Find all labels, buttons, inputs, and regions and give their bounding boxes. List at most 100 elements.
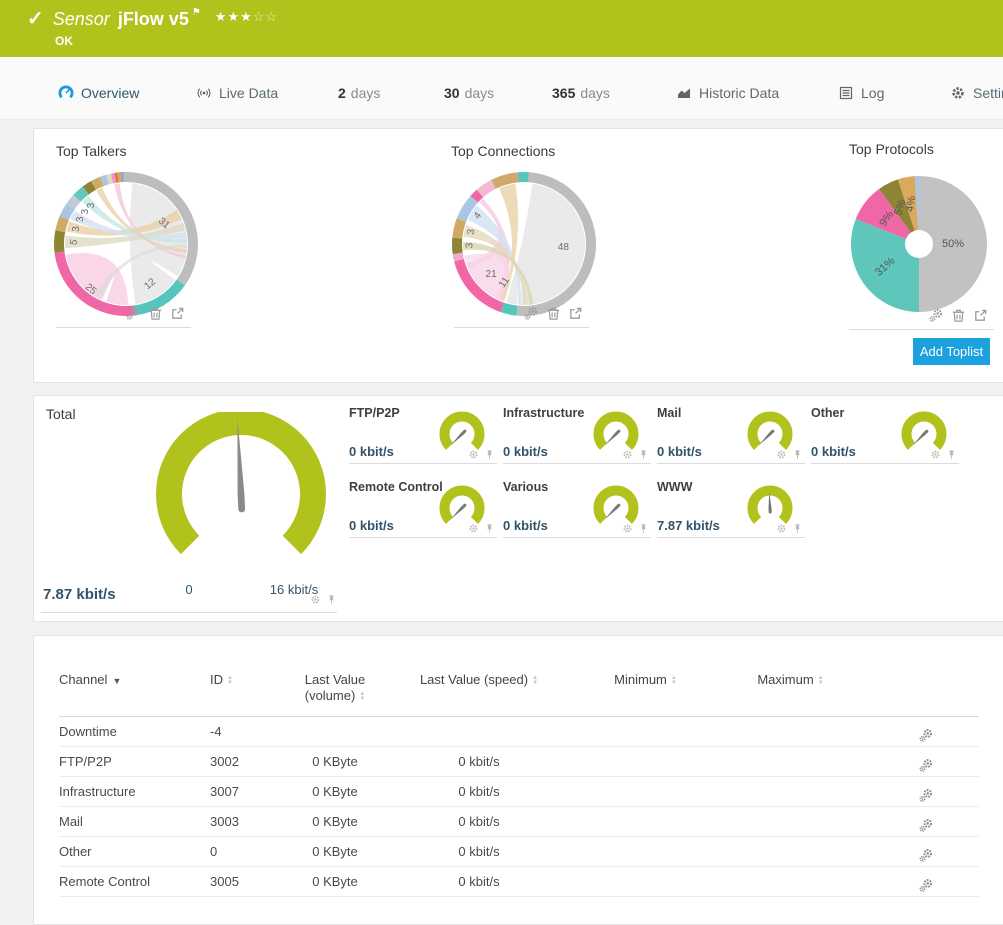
- gauges-card: Total 0 16 kbit/s 7.87 kbit/s FTP/P2P 0 …: [33, 395, 1003, 622]
- channel-settings-gear-icon[interactable]: [919, 788, 934, 803]
- gauge-cell-infrastructure: Infrastructure 0 kbit/s: [503, 406, 651, 464]
- pin-icon[interactable]: [792, 523, 803, 534]
- channels-card: Channel▼ ID▲▼ Last Value(volume)▲▼ Last …: [33, 635, 1003, 925]
- pin-icon[interactable]: [484, 523, 495, 534]
- col-header-maximum[interactable]: Maximum▲▼: [733, 666, 848, 717]
- cell-actions: [848, 837, 979, 867]
- pin-icon[interactable]: [484, 449, 495, 460]
- cell-minimum: [558, 867, 733, 897]
- cell-minimum: [558, 807, 733, 837]
- gear-icon[interactable]: [468, 523, 479, 534]
- cell-actions: [848, 777, 979, 807]
- col-header-minimum[interactable]: Minimum▲▼: [558, 666, 733, 717]
- settings-gear-icon[interactable]: [524, 306, 539, 321]
- col-label-line2: (volume)▲▼: [270, 688, 400, 704]
- top-protocols-pie-chart[interactable]: 50%31%9%5%4%: [844, 169, 994, 319]
- tab-number: 365: [552, 85, 575, 101]
- gear-icon[interactable]: [468, 449, 479, 460]
- gear-icon[interactable]: [930, 449, 941, 460]
- channel-settings-gear-icon[interactable]: [919, 758, 934, 773]
- col-header-last-value-speed[interactable]: Last Value (speed)▲▼: [400, 666, 558, 717]
- svg-text:3: 3: [465, 242, 476, 248]
- cell-speed: 0 kbit/s: [400, 777, 558, 807]
- pin-icon[interactable]: [946, 449, 957, 460]
- gear-icon[interactable]: [776, 523, 787, 534]
- gear-icon[interactable]: [622, 523, 633, 534]
- tab-label: Overview: [81, 85, 139, 101]
- tab-settings[interactable]: Settings: [950, 85, 1003, 101]
- tab-number: 30: [444, 85, 460, 101]
- settings-gear-icon[interactable]: [126, 306, 141, 321]
- tab-365-days[interactable]: 365 days: [552, 85, 610, 101]
- settings-gear-icon[interactable]: [929, 308, 944, 323]
- trash-icon[interactable]: [546, 306, 561, 321]
- col-header-last-value-volume[interactable]: Last Value(volume)▲▼: [270, 666, 400, 717]
- pin-icon[interactable]: [638, 523, 649, 534]
- channel-settings-gear-icon[interactable]: [919, 878, 934, 893]
- gauge-icon: [58, 85, 74, 101]
- table-row: Downtime -4: [59, 717, 979, 747]
- tab-log[interactable]: Log: [838, 85, 884, 101]
- gear-icon[interactable]: [776, 449, 787, 460]
- tab-live-data[interactable]: Live Data: [196, 85, 278, 101]
- open-external-icon[interactable]: [568, 306, 583, 321]
- tab-2-days[interactable]: 2 days: [338, 85, 380, 101]
- gear-icon[interactable]: [622, 449, 633, 460]
- gauge-cell-other: Other 0 kbit/s: [811, 406, 959, 464]
- gauge-cell-ftp-p2p: FTP/P2P 0 kbit/s: [349, 406, 497, 464]
- total-gauge-value: 7.87 kbit/s: [43, 586, 116, 603]
- pin-icon[interactable]: [792, 449, 803, 460]
- cell-speed: 0 kbit/s: [400, 867, 558, 897]
- svg-text:48: 48: [558, 242, 570, 253]
- stars-filled[interactable]: ★★★: [215, 9, 253, 24]
- flag-icon[interactable]: ⚑: [192, 7, 201, 19]
- tab-label: Log: [861, 85, 884, 101]
- trash-icon[interactable]: [148, 306, 163, 321]
- gauge-value: 0 kbit/s: [349, 444, 394, 459]
- priority-stars[interactable]: ★★★☆☆: [215, 9, 278, 25]
- area-chart-icon: [676, 85, 692, 101]
- toplist-title: Top Connections: [451, 143, 555, 159]
- pin-icon[interactable]: [326, 594, 337, 605]
- gauge-title: FTP/P2P: [349, 406, 400, 420]
- sensor-kind-label: Sensor: [53, 7, 110, 31]
- add-toplist-button[interactable]: Add Toplist: [913, 338, 990, 365]
- toplist-toolbar: [929, 308, 988, 323]
- cell-channel: Infrastructure: [59, 777, 210, 807]
- tab-overview[interactable]: Overview: [58, 85, 139, 101]
- open-external-icon[interactable]: [973, 308, 988, 323]
- sort-icon: ▲▼: [359, 692, 365, 702]
- cell-speed: 0 kbit/s: [400, 807, 558, 837]
- gauge-toolbar: [622, 449, 649, 460]
- svg-text:21: 21: [486, 269, 498, 280]
- gauge-value: 0 kbit/s: [349, 518, 394, 533]
- col-header-id[interactable]: ID▲▼: [210, 666, 270, 717]
- gauge-title: Other: [811, 406, 844, 420]
- svg-text:3: 3: [86, 202, 97, 208]
- gauge-value: 0 kbit/s: [503, 518, 548, 533]
- pin-icon[interactable]: [638, 449, 649, 460]
- channel-settings-gear-icon[interactable]: [919, 848, 934, 863]
- tab-historic-data[interactable]: Historic Data: [676, 85, 779, 101]
- cell-channel: Mail: [59, 807, 210, 837]
- cell-channel: Downtime: [59, 717, 210, 747]
- gauge-cell-remote-control: Remote Control 0 kbit/s: [349, 480, 497, 538]
- cell-id: 3005: [210, 867, 270, 897]
- gear-icon[interactable]: [310, 594, 321, 605]
- tab-30-days[interactable]: 30 days: [444, 85, 494, 101]
- cell-maximum: [733, 867, 848, 897]
- channel-settings-gear-icon[interactable]: [919, 728, 934, 743]
- cell-volume: 0 KByte: [270, 837, 400, 867]
- open-external-icon[interactable]: [170, 306, 185, 321]
- col-header-channel[interactable]: Channel▼: [59, 666, 210, 717]
- gauge-toolbar: [622, 523, 649, 534]
- stars-empty[interactable]: ☆☆: [253, 9, 278, 24]
- col-label: Channel: [59, 672, 107, 687]
- cell-id: 3007: [210, 777, 270, 807]
- trash-icon[interactable]: [951, 308, 966, 323]
- toplist-toolbar: [126, 306, 185, 321]
- channel-settings-gear-icon[interactable]: [919, 818, 934, 833]
